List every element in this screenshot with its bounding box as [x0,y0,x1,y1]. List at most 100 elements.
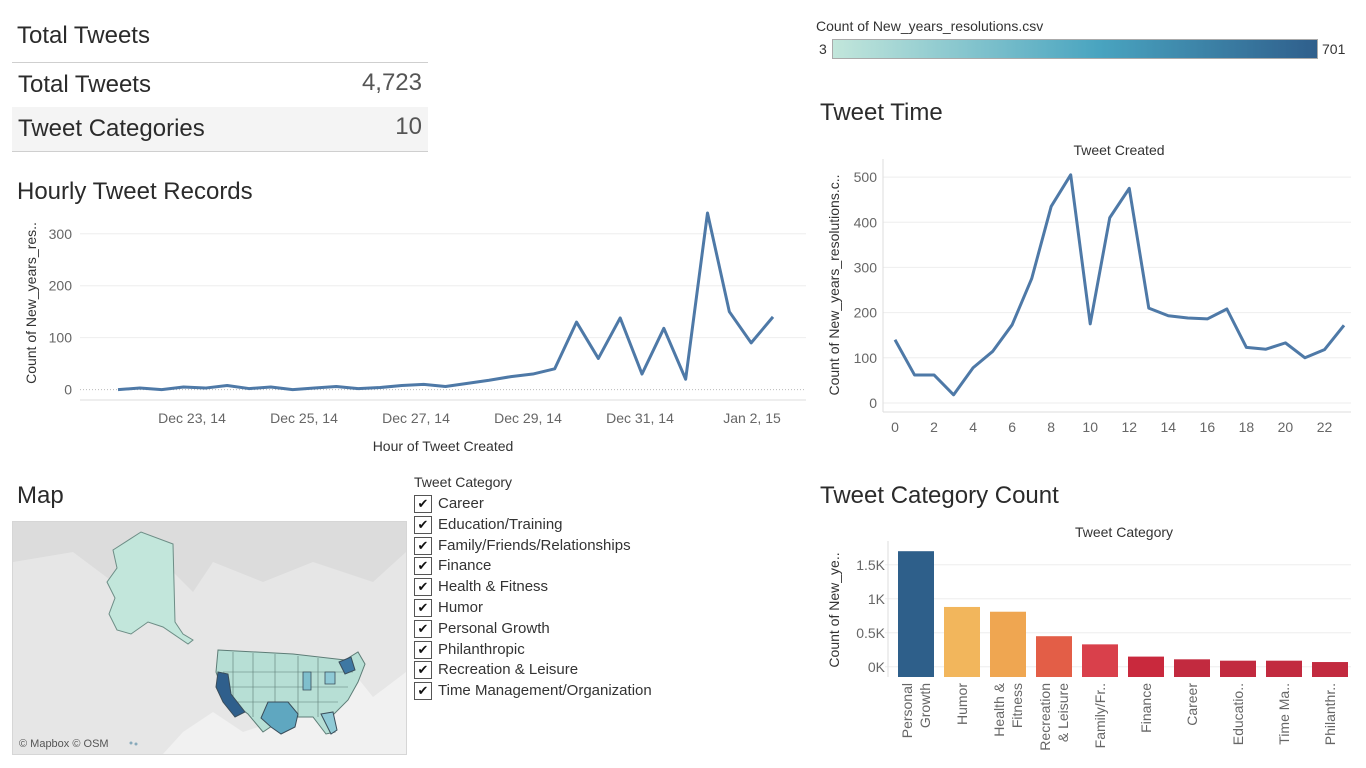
check-icon: ✔ [417,600,429,615]
category-x-tick-label: Growth [917,683,933,728]
check-icon: ✔ [417,641,429,657]
kpi-value: 4,723 [361,69,422,96]
category-x-tick-label: Time Ma.. [1276,683,1292,745]
hourly-y-axis-title: Count of New_years_res.. [23,222,39,384]
category-bar[interactable] [1220,660,1256,677]
tweet-time-line-chart[interactable]: Tweet Created 0 100 200 300 400 500 0 2 4 6 8 10 12 14… [815,135,1366,440]
checkbox[interactable]: ✔ [414,495,432,513]
checkbox[interactable]: ✔ [414,578,432,597]
category-filter-label: Family/Friends/Relationships [438,536,631,554]
map-title: Map [17,482,64,509]
checkbox[interactable]: ✔ [414,599,432,617]
tweet-time-x-tick-label: 20 [1278,419,1294,435]
hourly-y-tick-label: 300 [49,226,73,242]
tweet-time-x-tick-label: 16 [1200,419,1216,435]
category-filter-label: Humor [438,599,484,616]
category-bar[interactable] [1266,660,1302,677]
checkbox[interactable]: ✔ [414,557,432,576]
category-filter-label: Health & Fitness [438,578,549,596]
checkbox[interactable]: ✔ [414,682,432,701]
kpi-divider [12,62,428,63]
tweet-time-x-tick-label: 0 [891,419,899,435]
map-view[interactable]: © Mapbox © OSM [12,521,407,755]
state-borders [223,652,353,720]
category-bar[interactable] [1036,636,1072,677]
category-x-tick-label: Educatio.. [1230,683,1246,745]
tweet-time-x-tick-label: 14 [1161,419,1177,435]
color-legend-max: 701 [1322,41,1346,57]
category-filter-label: Career [438,495,484,512]
new-york-region[interactable] [338,656,356,675]
color-legend-title: Count of New_years_resolutions.csv [816,18,1044,34]
category-x-tick-label: Family/Fr.. [1092,683,1108,748]
kpi-value: 10 [395,113,422,140]
kpi-section-title: Total Tweets [17,22,150,49]
checkbox[interactable]: ✔ [414,640,432,659]
hourly-x-tick-label: Dec 27, 14 [382,410,450,426]
category-filter-label: Recreation & Leisure [438,661,579,679]
kpi-label: Total Tweets [18,71,151,98]
hourly-x-tick-label: Dec 31, 14 [606,410,674,426]
category-bar[interactable] [1174,659,1210,677]
category-filter-label: Time Management/Organization [438,682,652,700]
hourly-y-tick-label: 0 [64,382,72,398]
color-legend-gradient [832,39,1318,59]
category-filter-title: Tweet Category [414,474,513,490]
category-x-tick-label: Humor [954,683,970,725]
tweet-time-x-tick-label: 4 [969,419,977,435]
checkbox[interactable]: ✔ [414,536,432,555]
hawaii-island [129,741,133,745]
check-icon: ✔ [417,516,429,532]
tweet-time-x-tick-label: 18 [1239,419,1255,435]
tweet-time-x-tick-label: 12 [1121,419,1137,435]
hourly-series-line[interactable] [117,211,775,392]
checkbox[interactable]: ✔ [414,661,432,680]
category-y-tick-label: 0.5K [856,625,885,641]
tweet-time-x-tick-label: 10 [1082,419,1098,435]
hourly-x-axis-title: Hour of Tweet Created [373,438,514,454]
tweet-time-y-tick-label: 100 [854,350,878,366]
tweet-time-y-axis-title: Count of New_years_resolutions.c.. [826,175,842,396]
tweet-time-series-line[interactable] [893,173,1346,397]
tweet-time-y-tick-label: 0 [869,395,877,411]
checkbox[interactable]: ✔ [414,515,432,534]
check-icon: ✔ [417,537,429,553]
california-region[interactable] [215,671,246,718]
category-y-tick-label: 0K [868,659,886,675]
check-icon: ✔ [417,496,429,511]
tweet-time-y-tick-label: 500 [854,169,878,185]
hourly-line-chart[interactable]: 0 100 200 300 Dec 23, 14 Dec 25, 14 Dec 27, 14… [0,205,815,460]
hourly-x-tick-label: Dec 29, 14 [494,410,562,426]
category-bar[interactable] [990,611,1026,677]
category-bar[interactable] [944,606,980,677]
hourly-y-tick-label: 100 [49,330,73,346]
kpi-row-total-tweets[interactable]: Total Tweets 4,723 [12,63,428,108]
category-bar-chart[interactable]: Tweet Category 0K 0.5K 1K 1.5K Count of New_y… [815,515,1366,768]
category-bar[interactable] [1128,656,1164,677]
texas-region[interactable] [260,701,299,735]
category-bar[interactable] [898,551,934,677]
check-icon: ✔ [417,683,429,699]
map-canvas[interactable] [13,522,406,754]
check-icon: ✔ [417,579,429,595]
kpi-row-tweet-categories[interactable]: Tweet Categories 10 [12,107,428,152]
tweet-time-chart-title: Tweet Created [1073,142,1164,158]
tweet-time-y-tick-label: 200 [854,305,878,321]
category-count-title: Tweet Category Count [820,482,1059,509]
checkbox[interactable]: ✔ [414,619,432,638]
tweet-time-x-tick-label: 6 [1008,419,1016,435]
illinois-region[interactable] [302,671,312,691]
category-y-axis-title: Count of New_ye.. [826,552,842,667]
florida-region[interactable] [320,711,338,735]
alaska-region[interactable] [106,531,194,645]
category-x-tick-label: Fitness [1009,683,1025,728]
hawaii-island [134,742,138,746]
hourly-chart-title: Hourly Tweet Records [17,178,253,205]
category-bar[interactable] [1312,662,1348,677]
ohio-region[interactable] [324,671,336,685]
category-y-tick-label: 1.5K [856,557,885,573]
category-bar[interactable] [1082,644,1118,677]
category-x-tick-label: Personal [899,683,915,738]
check-icon: ✔ [417,558,429,574]
category-y-tick-label: 1K [868,591,886,607]
